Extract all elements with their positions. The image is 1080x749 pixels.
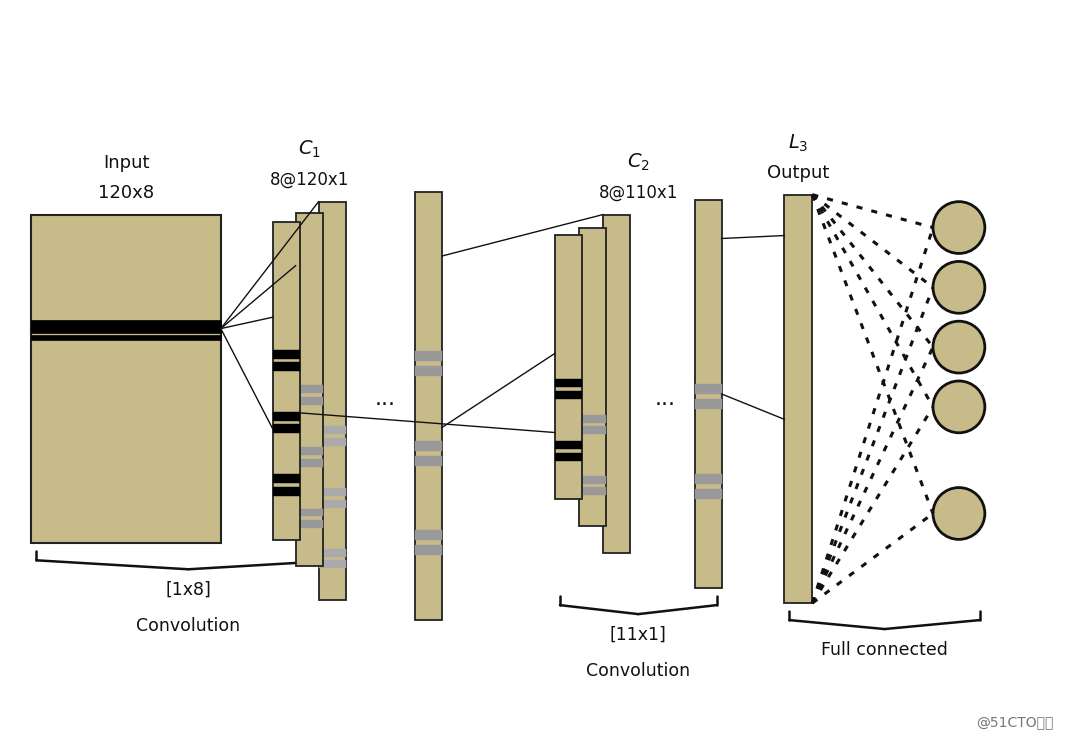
Bar: [31, 215, 220, 543]
Bar: [319, 560, 346, 568]
Bar: [296, 446, 323, 455]
Bar: [296, 509, 323, 517]
Bar: [272, 424, 299, 433]
Bar: [579, 476, 606, 484]
Bar: [272, 350, 299, 359]
Bar: [555, 440, 582, 449]
Bar: [694, 488, 721, 499]
Bar: [272, 487, 299, 496]
Bar: [416, 455, 442, 466]
Text: Convolution: Convolution: [136, 617, 241, 635]
Text: [1x8]: [1x8]: [165, 581, 212, 599]
Circle shape: [933, 201, 985, 253]
Text: Output: Output: [767, 164, 829, 182]
Circle shape: [933, 261, 985, 313]
Text: Full connected: Full connected: [821, 641, 948, 659]
Bar: [272, 473, 299, 482]
Bar: [319, 500, 346, 508]
Bar: [319, 437, 346, 446]
Bar: [784, 195, 812, 603]
Bar: [272, 412, 299, 421]
Bar: [694, 384, 721, 394]
Bar: [555, 391, 582, 399]
Bar: [272, 362, 299, 371]
Bar: [416, 351, 442, 361]
Bar: [579, 426, 606, 434]
Bar: [319, 549, 346, 557]
Text: ...: ...: [375, 389, 396, 409]
Bar: [416, 192, 442, 620]
Text: Convolution: Convolution: [586, 662, 690, 680]
Bar: [416, 366, 442, 376]
Text: 120x8: 120x8: [98, 184, 154, 201]
Bar: [555, 452, 582, 461]
Text: @51CTO博客: @51CTO博客: [976, 716, 1054, 730]
Bar: [296, 213, 323, 566]
Bar: [319, 201, 346, 600]
Text: $C_1$: $C_1$: [298, 139, 321, 160]
Text: 8@110x1: 8@110x1: [598, 184, 678, 201]
Circle shape: [933, 381, 985, 433]
Bar: [296, 397, 323, 405]
Bar: [555, 379, 582, 387]
Bar: [319, 426, 346, 434]
Text: $L_3$: $L_3$: [788, 133, 809, 154]
Bar: [416, 530, 442, 540]
Bar: [296, 458, 323, 467]
Bar: [603, 215, 630, 554]
Bar: [272, 222, 299, 540]
Bar: [31, 320, 220, 333]
Bar: [416, 440, 442, 451]
Bar: [579, 415, 606, 423]
Bar: [579, 228, 606, 527]
Bar: [555, 234, 582, 499]
Bar: [694, 473, 721, 484]
Text: [11x1]: [11x1]: [610, 626, 666, 644]
Bar: [296, 385, 323, 393]
Circle shape: [933, 321, 985, 373]
Text: Input: Input: [103, 154, 149, 172]
Bar: [416, 545, 442, 555]
Bar: [296, 521, 323, 529]
Text: 8@120x1: 8@120x1: [269, 171, 349, 189]
Bar: [319, 488, 346, 496]
Bar: [694, 200, 721, 588]
Text: ...: ...: [654, 389, 675, 409]
Bar: [31, 335, 220, 339]
Bar: [579, 487, 606, 494]
Text: $C_2$: $C_2$: [626, 152, 650, 174]
Circle shape: [933, 488, 985, 539]
Bar: [694, 399, 721, 409]
